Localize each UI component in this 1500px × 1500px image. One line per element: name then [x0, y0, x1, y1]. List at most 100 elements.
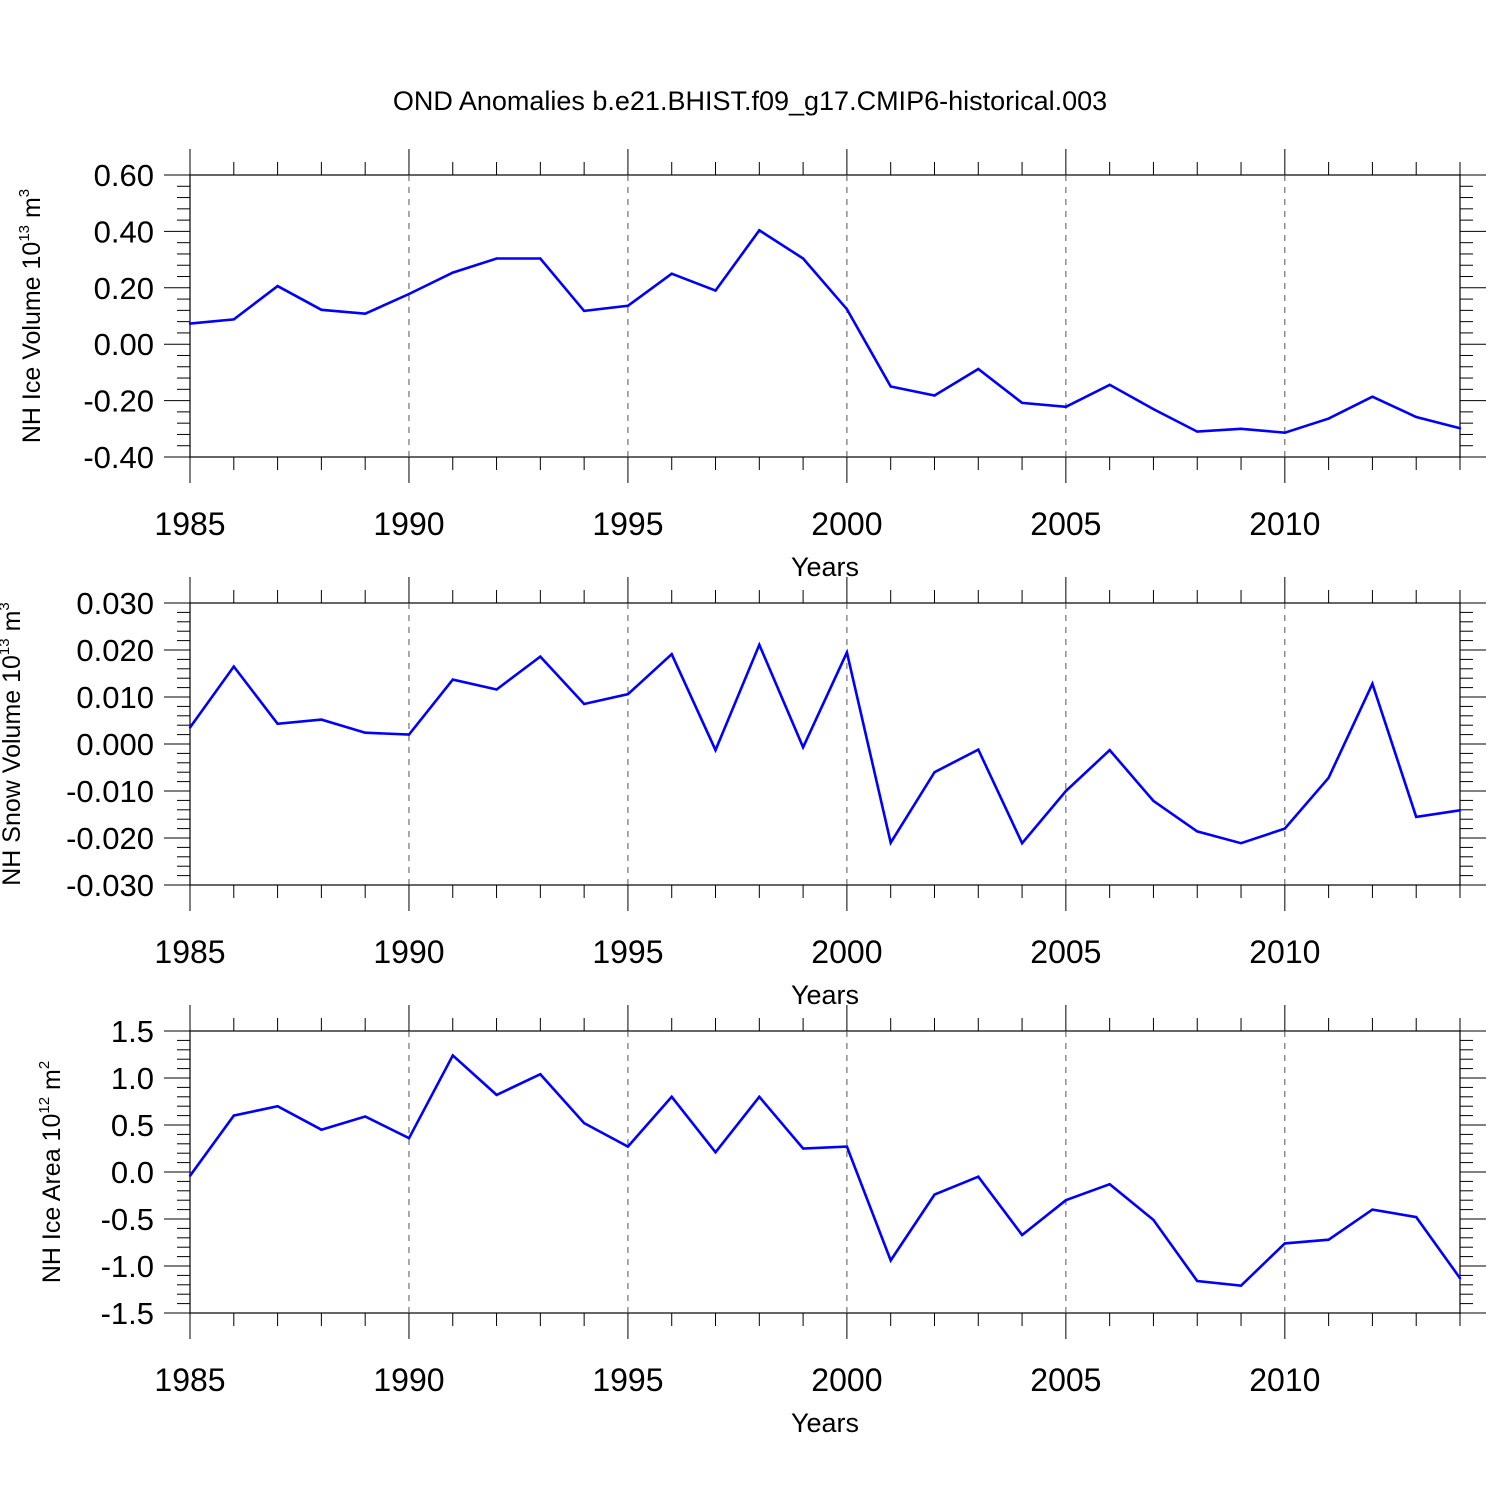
data-point	[845, 651, 849, 654]
data-point	[1283, 827, 1287, 830]
data-point	[758, 229, 761, 232]
data-point	[1371, 395, 1374, 398]
data-point	[363, 312, 367, 315]
x-tick-label: 2010	[1249, 1362, 1320, 1398]
data-point	[320, 1128, 323, 1131]
x-tick-label: 1990	[373, 506, 444, 542]
x-tick-label: 1985	[154, 1362, 225, 1398]
x-tick-label: 2005	[1030, 1362, 1101, 1398]
data-point	[1415, 415, 1418, 419]
data-point	[801, 257, 805, 260]
x-tick-label: 2000	[811, 1362, 882, 1398]
data-point	[407, 292, 411, 296]
data-point	[1196, 430, 1199, 433]
data-point	[232, 318, 235, 321]
data-point	[1064, 405, 1068, 409]
data-point	[626, 692, 630, 696]
y-tick-label: 0.60	[94, 158, 154, 193]
series-line	[188, 1053, 1462, 1288]
series-line	[189, 228, 1461, 435]
x-axis-label: Years	[791, 980, 859, 1010]
x-tick-label: 2000	[811, 934, 882, 970]
x-tick-label: 1985	[154, 506, 225, 542]
data-point	[1108, 748, 1111, 752]
data-point	[977, 1175, 980, 1178]
data-point	[1108, 1183, 1111, 1186]
data-point	[320, 308, 323, 311]
data-point	[188, 322, 192, 325]
y-axis-label-base: NH Ice Area 10	[38, 1114, 66, 1284]
y-axis-label-base: NH Ice Volume 10	[18, 242, 46, 444]
data-point	[188, 1174, 192, 1177]
x-tick-label: 2010	[1249, 934, 1320, 970]
y-tick-label: -1.0	[101, 1249, 154, 1284]
data-point	[1239, 427, 1243, 430]
data-point	[977, 748, 980, 751]
y-tick-label: -0.010	[66, 774, 154, 809]
data-point	[714, 1151, 717, 1154]
plot-frame	[189, 1030, 1461, 1314]
y-tick-label: 0.0	[111, 1155, 154, 1190]
x-axis-label: Years	[791, 1408, 859, 1438]
y-tick-label: 1.0	[111, 1061, 154, 1096]
data-point	[889, 385, 892, 388]
data-point	[1020, 841, 1024, 845]
y-axis-label-unit: m	[18, 197, 46, 225]
data-point	[451, 678, 454, 681]
data-point	[495, 688, 498, 691]
chart-title: OND Anomalies b.e21.BHIST.f09_g17.CMIP6-…	[393, 86, 1107, 116]
y-tick-label: 1.5	[111, 1014, 154, 1049]
data-point	[276, 1105, 279, 1108]
data-point	[670, 1095, 673, 1099]
data-point	[933, 1193, 936, 1196]
y-axis-label-base: NH Snow Volume 10	[0, 655, 26, 886]
data-point	[1196, 830, 1199, 833]
y-axis-label-unit: m	[0, 611, 26, 639]
y-axis-label-exp: 12	[36, 1097, 53, 1114]
y-axis-label: NH Snow Volume 1013 m3	[0, 602, 26, 886]
series-line	[188, 641, 1461, 847]
data-point	[626, 1145, 630, 1148]
y-tick-label: 0.010	[76, 680, 154, 715]
x-tick-label: 1995	[592, 934, 663, 970]
data-point	[1415, 815, 1418, 819]
x-tick-label: 2005	[1030, 934, 1101, 970]
data-point	[1458, 1277, 1462, 1280]
data-point	[539, 1073, 542, 1076]
y-tick-label: -0.40	[83, 440, 154, 475]
data-point	[582, 1121, 586, 1125]
data-point	[670, 272, 673, 275]
data-point	[1239, 841, 1243, 845]
y-tick-label: 0.000	[76, 727, 154, 762]
data-point	[1327, 417, 1330, 420]
data-point	[889, 1259, 892, 1262]
data-point	[1152, 799, 1155, 803]
data-point	[1371, 1208, 1374, 1211]
data-point	[539, 257, 542, 260]
data-point	[495, 1093, 498, 1097]
data-point	[407, 733, 411, 736]
x-tick-label: 2000	[811, 506, 882, 542]
data-point	[276, 722, 279, 725]
y-tick-label: -0.5	[101, 1202, 154, 1237]
data-point	[539, 655, 542, 658]
y-tick-label: -1.5	[101, 1296, 154, 1331]
y-tick-label: 0.5	[111, 1108, 154, 1143]
plot-frame	[189, 602, 1461, 886]
data-point	[495, 257, 498, 260]
data-point	[320, 718, 323, 721]
y-axis-label-unit-exp: 3	[16, 189, 33, 197]
data-point	[407, 1136, 411, 1140]
panel-2: 0.0300.0200.0100.000-0.010-0.020-0.03019…	[0, 577, 1486, 1010]
data-point	[1020, 401, 1024, 405]
y-axis-label-exp: 13	[0, 638, 13, 655]
data-point	[1196, 1279, 1199, 1283]
data-point	[1327, 1238, 1330, 1241]
data-point	[1239, 1284, 1243, 1287]
x-tick-label: 1995	[592, 506, 663, 542]
data-point	[758, 643, 761, 647]
y-tick-label: 0.40	[94, 214, 154, 249]
